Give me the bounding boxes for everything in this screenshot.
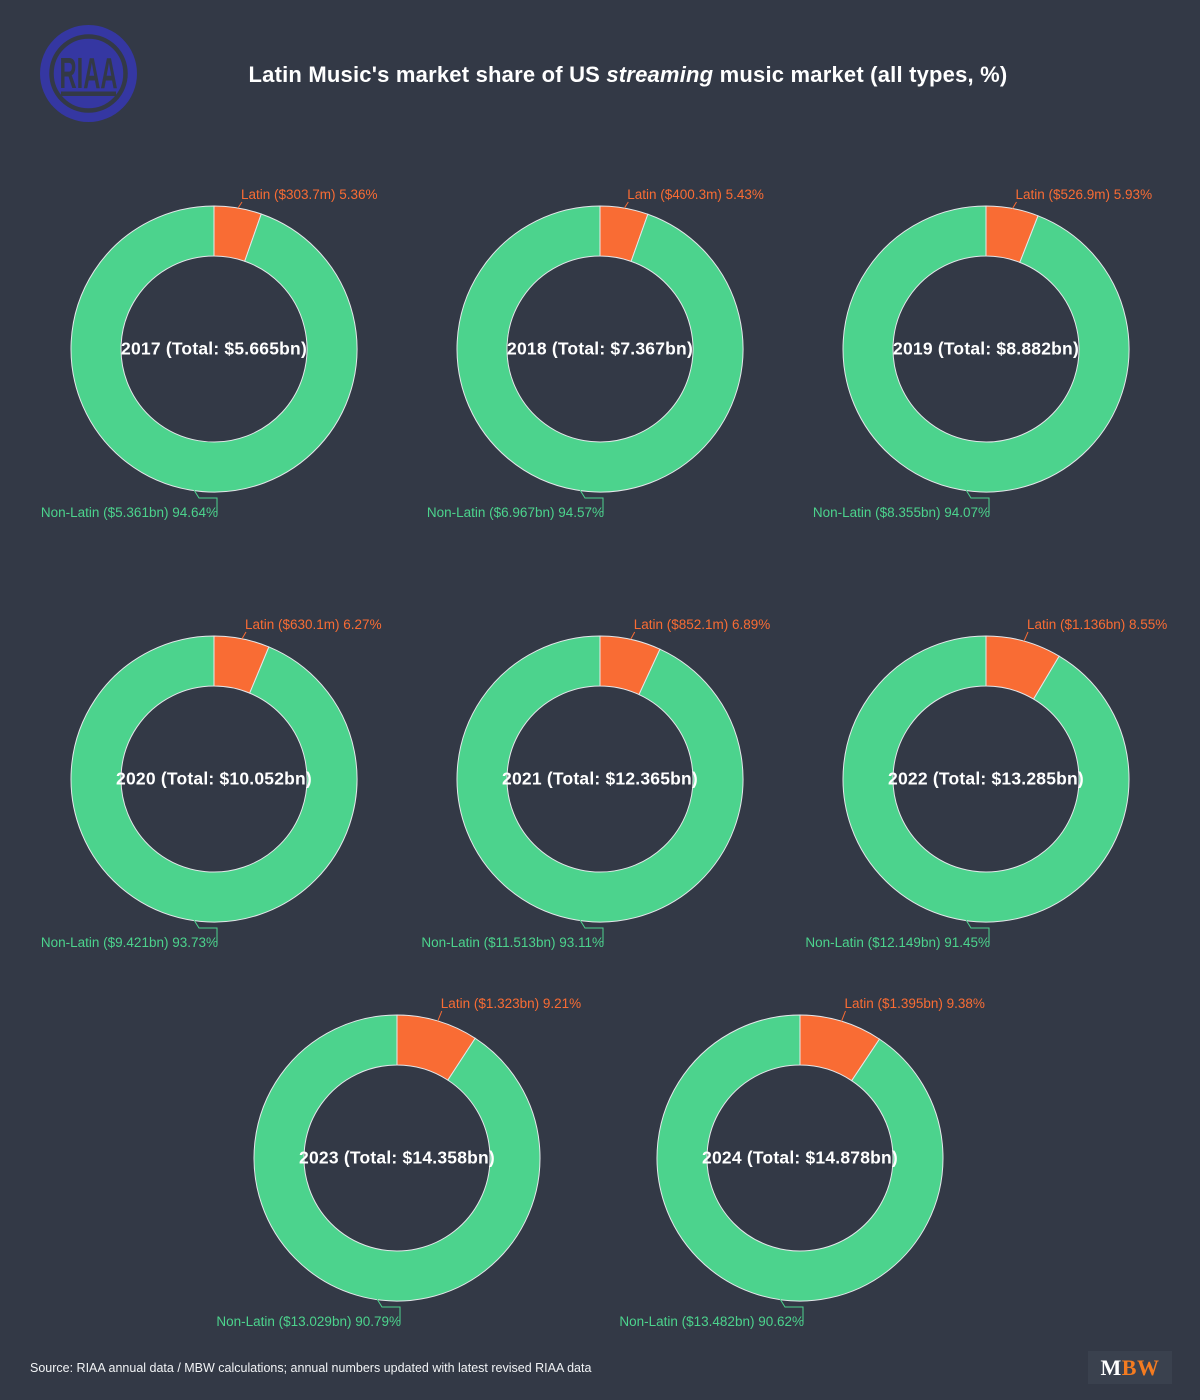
- leader-nonlatin-2018: [579, 489, 604, 514]
- donut-slice-nonlatin-2019: [842, 205, 1130, 493]
- riaa-logo-circle: [40, 25, 137, 122]
- leader-nonlatin-2019: [965, 489, 990, 514]
- leader-nonlatin-2022: [965, 919, 990, 944]
- riaa-logo-bar: [61, 91, 116, 96]
- leader-nonlatin-2021: [579, 919, 604, 944]
- leader-latin-2024: [841, 1010, 846, 1022]
- mbw-logo-m: M: [1100, 1354, 1122, 1380]
- leader-latin-2021: [630, 631, 636, 640]
- donut-slice-nonlatin-2017: [70, 205, 358, 493]
- page-title-prefix: Latin Music's market share of US: [248, 62, 607, 87]
- leader-latin-2018: [623, 201, 629, 209]
- riaa-logo-ring: [49, 34, 128, 113]
- leader-nonlatin-2023: [376, 1298, 401, 1323]
- donut-slice-nonlatin-2022: [842, 635, 1130, 923]
- mbw-logo: M BW: [1088, 1351, 1172, 1384]
- donut-slice-nonlatin-2018: [456, 205, 744, 493]
- mbw-logo-bw: BW: [1121, 1354, 1160, 1380]
- riaa-logo: RIAA: [40, 25, 137, 122]
- leader-nonlatin-2020: [193, 919, 218, 944]
- leader-latin-2017: [237, 201, 243, 209]
- donut-slice-nonlatin-2023: [253, 1014, 541, 1302]
- leader-latin-2022: [1023, 631, 1029, 642]
- page-title-italic: streaming: [606, 62, 714, 87]
- page-title: Latin Music's market share of US streami…: [56, 62, 1200, 88]
- page-title-suffix: music market (all types, %): [713, 62, 1008, 87]
- source-note: Source: RIAA annual data / MBW calculati…: [30, 1361, 592, 1375]
- leader-latin-2019: [1012, 201, 1017, 209]
- leader-latin-2020: [241, 631, 247, 640]
- leader-nonlatin-2024: [779, 1298, 804, 1323]
- leader-latin-2023: [437, 1010, 443, 1022]
- donut-slice-nonlatin-2021: [456, 635, 744, 923]
- donut-slice-nonlatin-2024: [656, 1014, 944, 1302]
- riaa-logo-text: RIAA: [59, 50, 117, 98]
- leader-nonlatin-2017: [193, 489, 218, 514]
- donut-slice-nonlatin-2020: [70, 635, 358, 923]
